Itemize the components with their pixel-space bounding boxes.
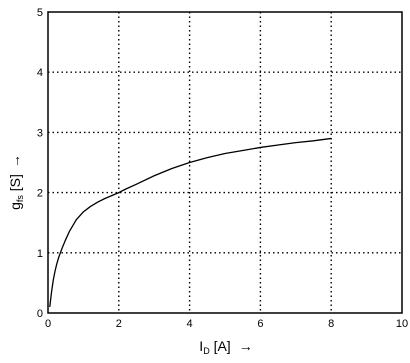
y-tick-label: 1 — [37, 248, 43, 260]
x-axis-label-unit: [A] — [210, 338, 231, 354]
y-tick-label: 5 — [37, 7, 43, 19]
grid-lines — [48, 12, 402, 313]
plot-border — [47, 11, 403, 314]
y-tick-label: 0 — [37, 308, 43, 320]
y-axis-label-unit: [S] — [7, 174, 23, 195]
series-line — [49, 137, 332, 308]
y-tick-label: 4 — [37, 67, 43, 79]
x-axis-label: ID [A] → — [199, 338, 252, 356]
x-tick-label: 4 — [187, 318, 193, 330]
series-layer — [49, 137, 332, 308]
y-axis-arrow: → — [7, 154, 23, 168]
y-tick-label: 3 — [37, 127, 43, 139]
x-axis-label-main: I — [199, 338, 203, 354]
y-axis-label-main: g — [7, 202, 23, 210]
x-tick-label: 2 — [116, 318, 122, 330]
x-axis-arrow: → — [239, 338, 253, 354]
y-axis-label-sub: fs — [15, 195, 25, 203]
tick-labels: 0 2 4 6 8 10 0 1 2 3 4 5 — [37, 7, 408, 330]
x-tick-label: 10 — [396, 318, 408, 330]
x-tick-label: 6 — [257, 318, 263, 330]
x-axis-label-sub: D — [203, 346, 210, 356]
x-tick-label: 0 — [45, 318, 51, 330]
y-tick-label: 2 — [37, 188, 43, 200]
y-axis-label: gfs [S] → — [7, 154, 25, 210]
plot-frame — [47, 11, 403, 314]
x-tick-label: 8 — [328, 318, 334, 330]
